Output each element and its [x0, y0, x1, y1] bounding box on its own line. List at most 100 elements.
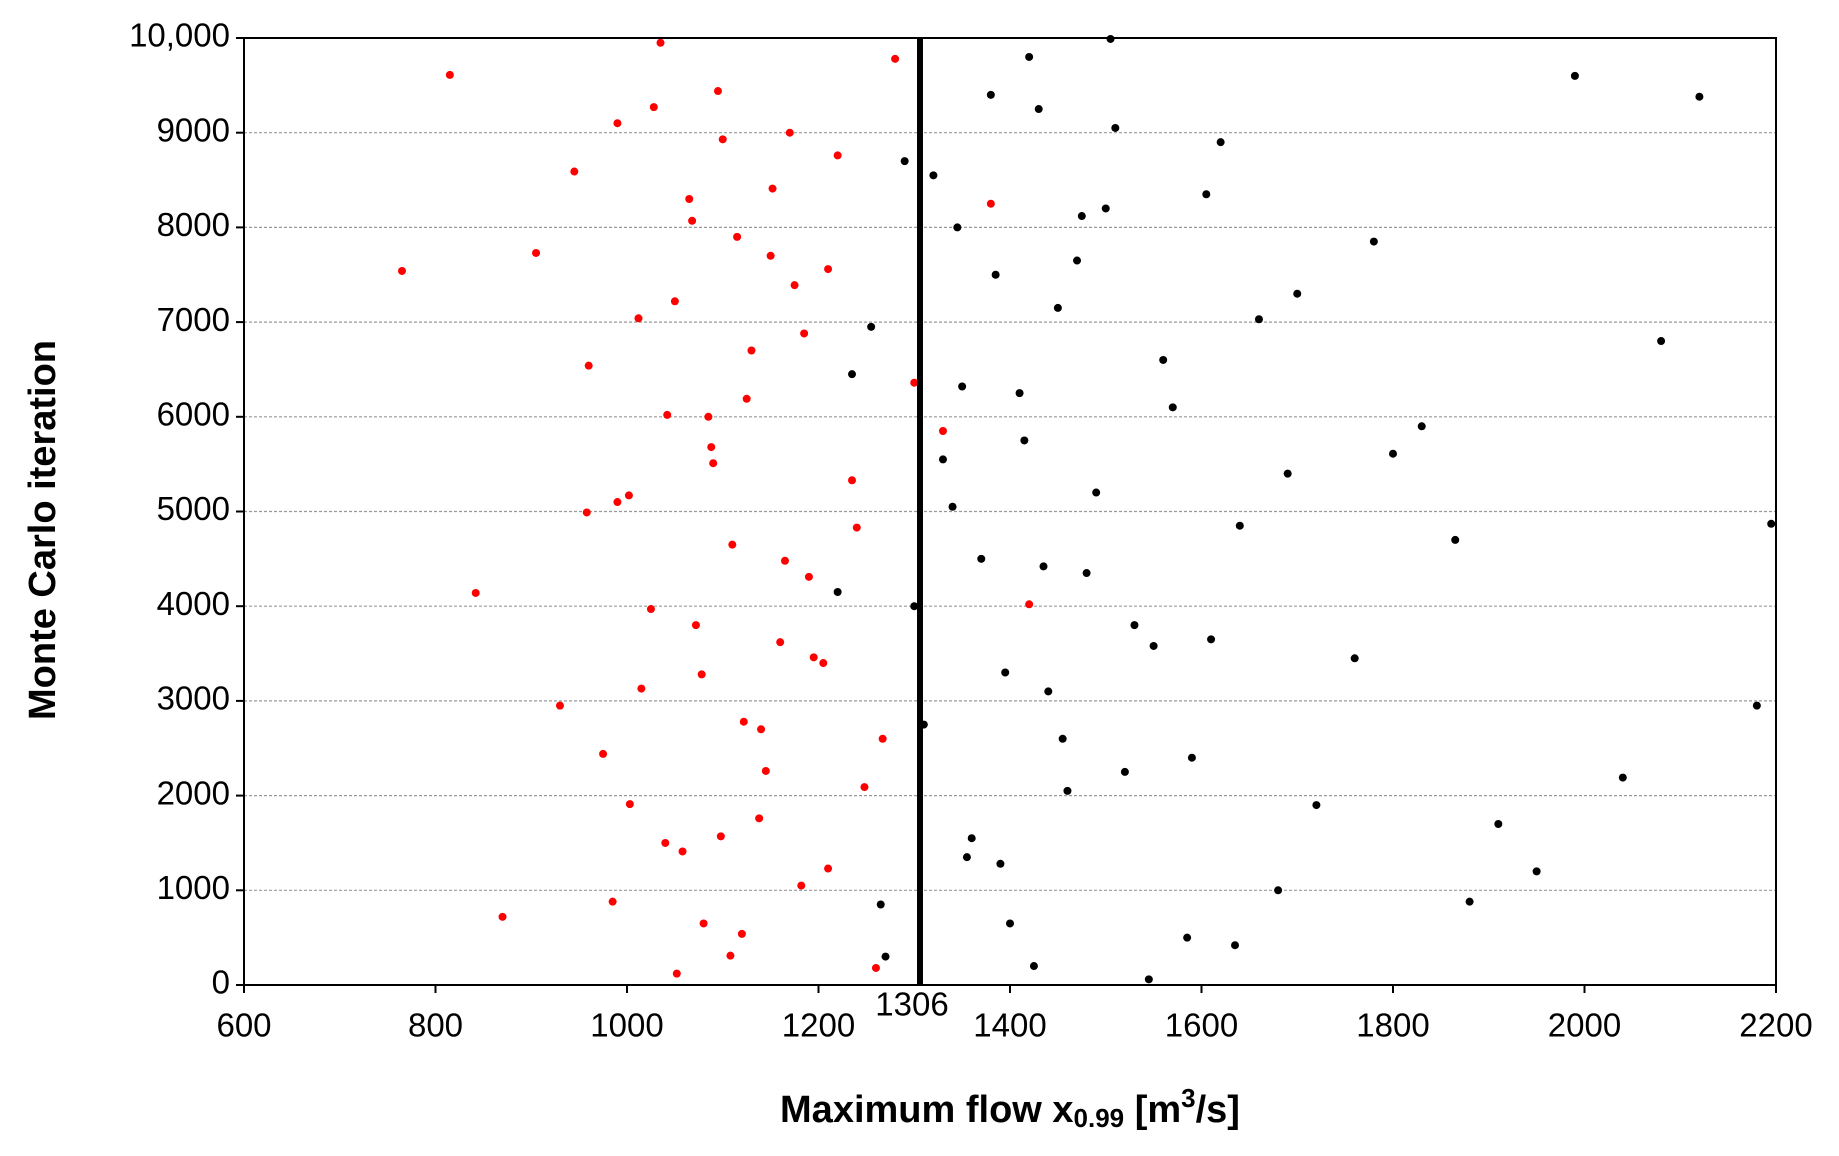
point	[891, 54, 900, 63]
x-title-text: Maximum flow x	[780, 1089, 1074, 1131]
point	[996, 859, 1005, 868]
point	[848, 476, 857, 485]
point	[716, 832, 725, 841]
point	[672, 969, 681, 978]
point	[713, 87, 722, 96]
point	[1618, 773, 1627, 782]
x-tick-label: 1600	[1165, 1007, 1238, 1044]
point	[608, 897, 617, 906]
point	[900, 157, 909, 166]
x-axis-title: Maximum flow x0.99 [m3/s]	[780, 1083, 1240, 1133]
point	[790, 281, 799, 290]
y-tick-label: 7000	[157, 301, 230, 338]
point	[910, 378, 919, 387]
points	[397, 34, 1776, 984]
point	[958, 382, 967, 391]
point	[1020, 436, 1029, 445]
x-tick-label: 2200	[1739, 1007, 1812, 1044]
point	[1053, 303, 1062, 312]
point	[1274, 886, 1283, 895]
point	[1073, 256, 1082, 265]
point	[876, 900, 885, 909]
point	[613, 498, 622, 507]
x-title-sub: 0.99	[1074, 1103, 1125, 1133]
point	[1144, 975, 1153, 984]
point	[1187, 753, 1196, 762]
y-tick-label: 9000	[157, 111, 230, 148]
y-tick-label: 4000	[157, 585, 230, 622]
point	[977, 554, 986, 563]
reference-label: 1306	[875, 986, 948, 1023]
x-tick-label: 1800	[1356, 1007, 1429, 1044]
point	[1111, 123, 1120, 132]
point	[986, 90, 995, 99]
point	[967, 834, 976, 843]
point	[613, 119, 622, 128]
point	[766, 251, 775, 260]
point	[848, 370, 857, 379]
point	[1149, 641, 1158, 650]
point	[570, 167, 579, 176]
point	[1077, 212, 1086, 221]
point	[532, 248, 541, 257]
point	[809, 653, 818, 662]
point	[1767, 519, 1776, 528]
point	[1494, 820, 1503, 829]
x-tick-label: 1200	[782, 1007, 855, 1044]
point	[582, 508, 591, 517]
x-title-unit: [m	[1124, 1089, 1181, 1131]
plot-frame	[243, 37, 1777, 986]
y-tick-label: 6000	[157, 396, 230, 433]
point	[881, 952, 890, 961]
point	[498, 912, 507, 921]
axes: 0 1000 2000 3000 4000 5000 6000 7000 8000 9000 10,…	[129, 17, 1813, 1044]
point	[1695, 92, 1704, 101]
point	[1254, 315, 1263, 324]
point	[938, 427, 947, 436]
point	[1231, 941, 1240, 950]
point	[656, 38, 665, 47]
point	[938, 455, 947, 464]
point	[1389, 449, 1397, 458]
y-tick-label: 2000	[157, 774, 230, 811]
point	[929, 171, 938, 180]
point	[397, 266, 406, 275]
point	[1006, 919, 1014, 928]
point	[625, 800, 634, 809]
point	[871, 963, 880, 972]
point	[757, 725, 766, 734]
point	[699, 919, 708, 928]
point	[991, 270, 1000, 279]
point	[785, 128, 794, 137]
point	[1350, 654, 1359, 663]
point	[824, 265, 833, 274]
point	[688, 216, 697, 225]
point	[718, 135, 727, 144]
point	[685, 194, 694, 203]
point	[739, 717, 748, 726]
x-tick-label: 600	[216, 1007, 271, 1044]
point	[709, 459, 718, 468]
point	[962, 853, 971, 862]
point	[1207, 635, 1216, 644]
point	[1532, 867, 1541, 876]
point	[1216, 138, 1225, 147]
y-tick-label: 5000	[157, 490, 230, 527]
point	[824, 864, 833, 873]
point	[878, 734, 887, 743]
point	[910, 602, 919, 611]
point	[1465, 897, 1474, 906]
point	[728, 540, 737, 549]
point	[1058, 734, 1067, 743]
point	[707, 443, 716, 452]
x-title-sup: 3	[1181, 1083, 1195, 1113]
point	[797, 881, 806, 890]
point	[860, 783, 869, 792]
point	[697, 670, 706, 679]
point	[1417, 422, 1426, 431]
point	[1570, 71, 1579, 80]
point	[1101, 204, 1110, 213]
point	[804, 572, 813, 581]
point	[661, 838, 670, 847]
